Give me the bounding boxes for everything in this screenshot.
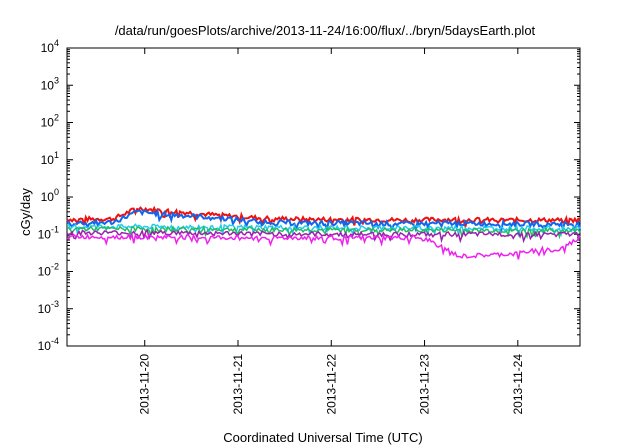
y-axis-label: cGy/day <box>18 188 33 236</box>
y-tick-label: 10-1 <box>38 224 59 241</box>
x-tick-label: 2013-11-21 <box>231 354 245 415</box>
y-tick-label: 101 <box>41 150 59 167</box>
series-line-6 <box>66 232 581 260</box>
series-layer <box>66 205 581 260</box>
y-tick-label: 100 <box>41 187 59 204</box>
series-line-4 <box>66 224 581 240</box>
y-tick-label: 10-4 <box>38 336 59 353</box>
x-tick-label: 2013-11-24 <box>511 354 525 415</box>
series-line-5 <box>66 228 581 244</box>
series-line-2 <box>66 208 581 234</box>
chart-title: /data/run/goesPlots/archive/2013-11-24/1… <box>115 23 536 38</box>
y-axis: 10-4 10-3 10-2 10-1 100 101 102 103 104 <box>38 38 580 353</box>
y-tick-label: 104 <box>41 38 59 55</box>
x-tick-label: 2013-11-23 <box>418 354 432 415</box>
x-tick-label: 2013-11-22 <box>324 354 338 415</box>
y-tick-label: 10-2 <box>38 262 59 279</box>
y-tick-label: 102 <box>41 113 59 130</box>
x-tick-label: 2013-11-20 <box>138 354 152 415</box>
y-tick-label: 10-3 <box>38 299 59 316</box>
plot-area <box>66 47 581 347</box>
x-axis: 2013-11-20 2013-11-21 2013-11-22 2013-11-23… <box>138 48 525 415</box>
series-line-1 <box>66 205 581 230</box>
y-tick-label: 103 <box>41 75 59 92</box>
x-axis-label: Coordinated Universal Time (UTC) <box>223 430 422 445</box>
